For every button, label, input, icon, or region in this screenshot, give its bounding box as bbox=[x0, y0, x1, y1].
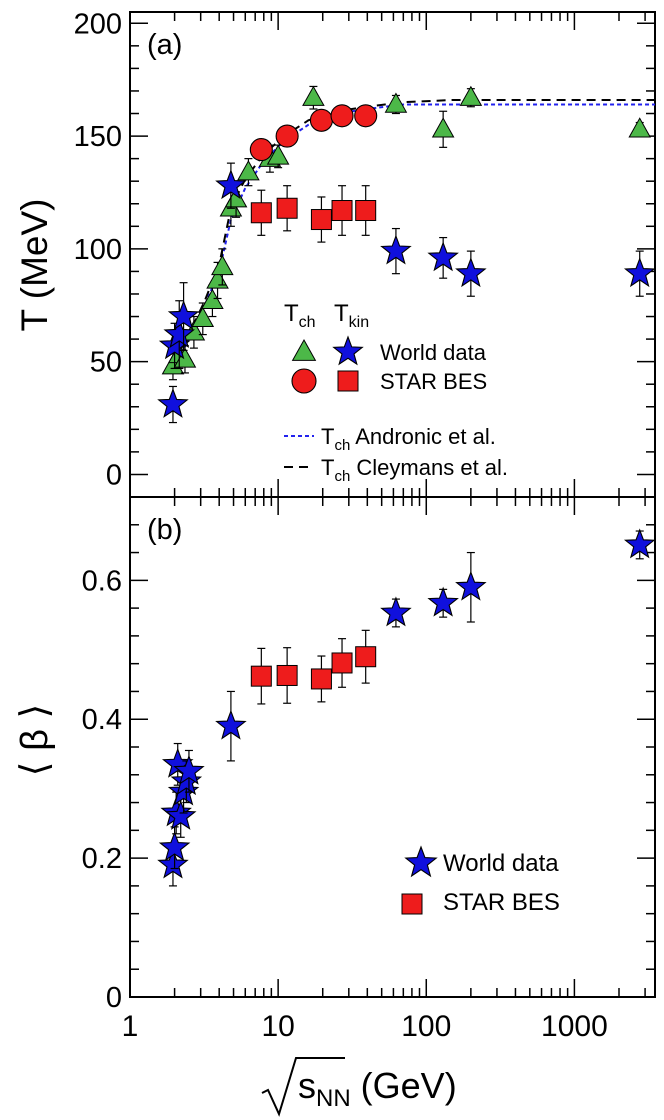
data-point bbox=[310, 668, 332, 690]
legend-label-star-bes: STAR BES bbox=[380, 369, 487, 394]
data-point bbox=[455, 570, 487, 601]
plot-frame bbox=[129, 496, 656, 998]
data-point bbox=[380, 596, 412, 627]
y-tick-label: 100 bbox=[74, 234, 122, 266]
data-point bbox=[250, 665, 272, 687]
data-point bbox=[167, 775, 200, 806]
panel-label: (b) bbox=[147, 514, 182, 546]
data-point bbox=[330, 104, 354, 128]
data-point bbox=[211, 254, 234, 276]
data-point bbox=[164, 799, 197, 830]
data-point bbox=[266, 144, 290, 165]
y-axis-label: T (MeV) bbox=[14, 199, 55, 332]
legend-marker-tch-star bbox=[291, 368, 317, 394]
series-tch-world-data bbox=[161, 85, 652, 381]
data-point bbox=[157, 387, 189, 418]
legend-flow: World data STAR BES bbox=[401, 845, 560, 916]
legend-label-star-bes: STAR BES bbox=[443, 889, 560, 916]
legend-temperature: Tch Tkin World data STAR BES Tch Andronic et… bbox=[284, 300, 508, 485]
data-point bbox=[250, 202, 272, 224]
series-world-data bbox=[157, 528, 656, 887]
data-point bbox=[173, 754, 205, 785]
series-star-bes bbox=[250, 629, 377, 705]
data-point bbox=[309, 108, 333, 132]
data-point bbox=[623, 528, 656, 559]
x-tick-label: 10 bbox=[261, 1010, 294, 1043]
y-tick-label: 0 bbox=[106, 459, 122, 491]
legend-header-tkin: Tkin bbox=[334, 300, 369, 331]
data-point bbox=[427, 586, 459, 617]
data-point bbox=[623, 257, 656, 288]
data-point bbox=[163, 318, 196, 348]
data-point bbox=[455, 257, 487, 288]
y-tick-label: 50 bbox=[90, 347, 122, 379]
data-point bbox=[331, 652, 353, 674]
x-tick-label: 1 bbox=[122, 1010, 139, 1043]
data-point bbox=[310, 209, 332, 231]
legend-marker-tch-world bbox=[291, 338, 317, 361]
data-point bbox=[170, 765, 203, 796]
legend-marker-world bbox=[404, 845, 438, 878]
y-tick-label: 200 bbox=[74, 8, 122, 40]
data-point bbox=[215, 169, 247, 200]
data-point bbox=[237, 160, 260, 181]
data-point bbox=[331, 200, 353, 222]
y-tick-label: 150 bbox=[74, 121, 122, 153]
series-tkin-world-data bbox=[157, 162, 656, 424]
data-point bbox=[384, 92, 408, 113]
data-point bbox=[276, 664, 298, 686]
legend-marker-tkin-world bbox=[332, 335, 364, 366]
data-point bbox=[215, 709, 247, 740]
data-point bbox=[354, 104, 378, 128]
data-point bbox=[355, 646, 377, 668]
legend-line-label: Tch Andronic et al. bbox=[321, 424, 496, 454]
data-point bbox=[249, 138, 273, 162]
data-point bbox=[275, 124, 299, 148]
data-point bbox=[276, 197, 298, 219]
legend-marker-star-bes bbox=[401, 893, 423, 915]
data-point bbox=[355, 200, 377, 222]
legend-label-world-data: World data bbox=[443, 850, 559, 877]
series-tch-star-bes bbox=[249, 104, 378, 162]
data-point bbox=[427, 241, 459, 272]
legend-header-tch: Tch bbox=[284, 300, 316, 331]
legend-label-world-data: World data bbox=[380, 340, 487, 365]
y-tick-label: 0.6 bbox=[82, 565, 122, 597]
panel-b-flow-velocity: 0 0.2 0.4 0.6 (b) ⟨ β ⟩ World data STAR BES bbox=[14, 496, 656, 1014]
data-point bbox=[459, 85, 483, 106]
data-point bbox=[158, 831, 191, 862]
y-tick-label: 0.2 bbox=[82, 843, 122, 875]
legend-marker-tkin-star bbox=[337, 370, 359, 392]
data-point bbox=[191, 306, 215, 327]
series-tkin-star-bes bbox=[250, 185, 377, 243]
panel-a-temperature: 0 50 100 150 200 (a) T (MeV) Tch Tkin World data S… bbox=[14, 8, 656, 498]
y-axis-label: ⟨ β ⟩ bbox=[14, 704, 56, 777]
data-point bbox=[201, 288, 224, 309]
data-point bbox=[302, 85, 325, 106]
data-point bbox=[380, 234, 412, 265]
x-axis-label: sNN (GeV) bbox=[298, 1065, 457, 1112]
curve-cleymans-et-al- bbox=[170, 99, 655, 367]
panel-label: (a) bbox=[147, 29, 182, 61]
y-tick-label: 0 bbox=[106, 982, 122, 1014]
curve-andronic-et-al- bbox=[170, 103, 655, 374]
sqrt-symbol bbox=[261, 1057, 345, 1117]
x-tick-label: 100 bbox=[401, 1010, 451, 1043]
data-point bbox=[628, 117, 652, 138]
data-point bbox=[167, 299, 200, 330]
shared-x-axis: 1 10 100 1000 sNN (GeV) bbox=[122, 1010, 608, 1117]
x-tick-label: 1000 bbox=[541, 1010, 608, 1043]
legend-line-label: Tch Cleymans et al. bbox=[321, 455, 508, 485]
y-tick-label: 0.4 bbox=[82, 704, 122, 736]
data-point bbox=[431, 117, 455, 138]
